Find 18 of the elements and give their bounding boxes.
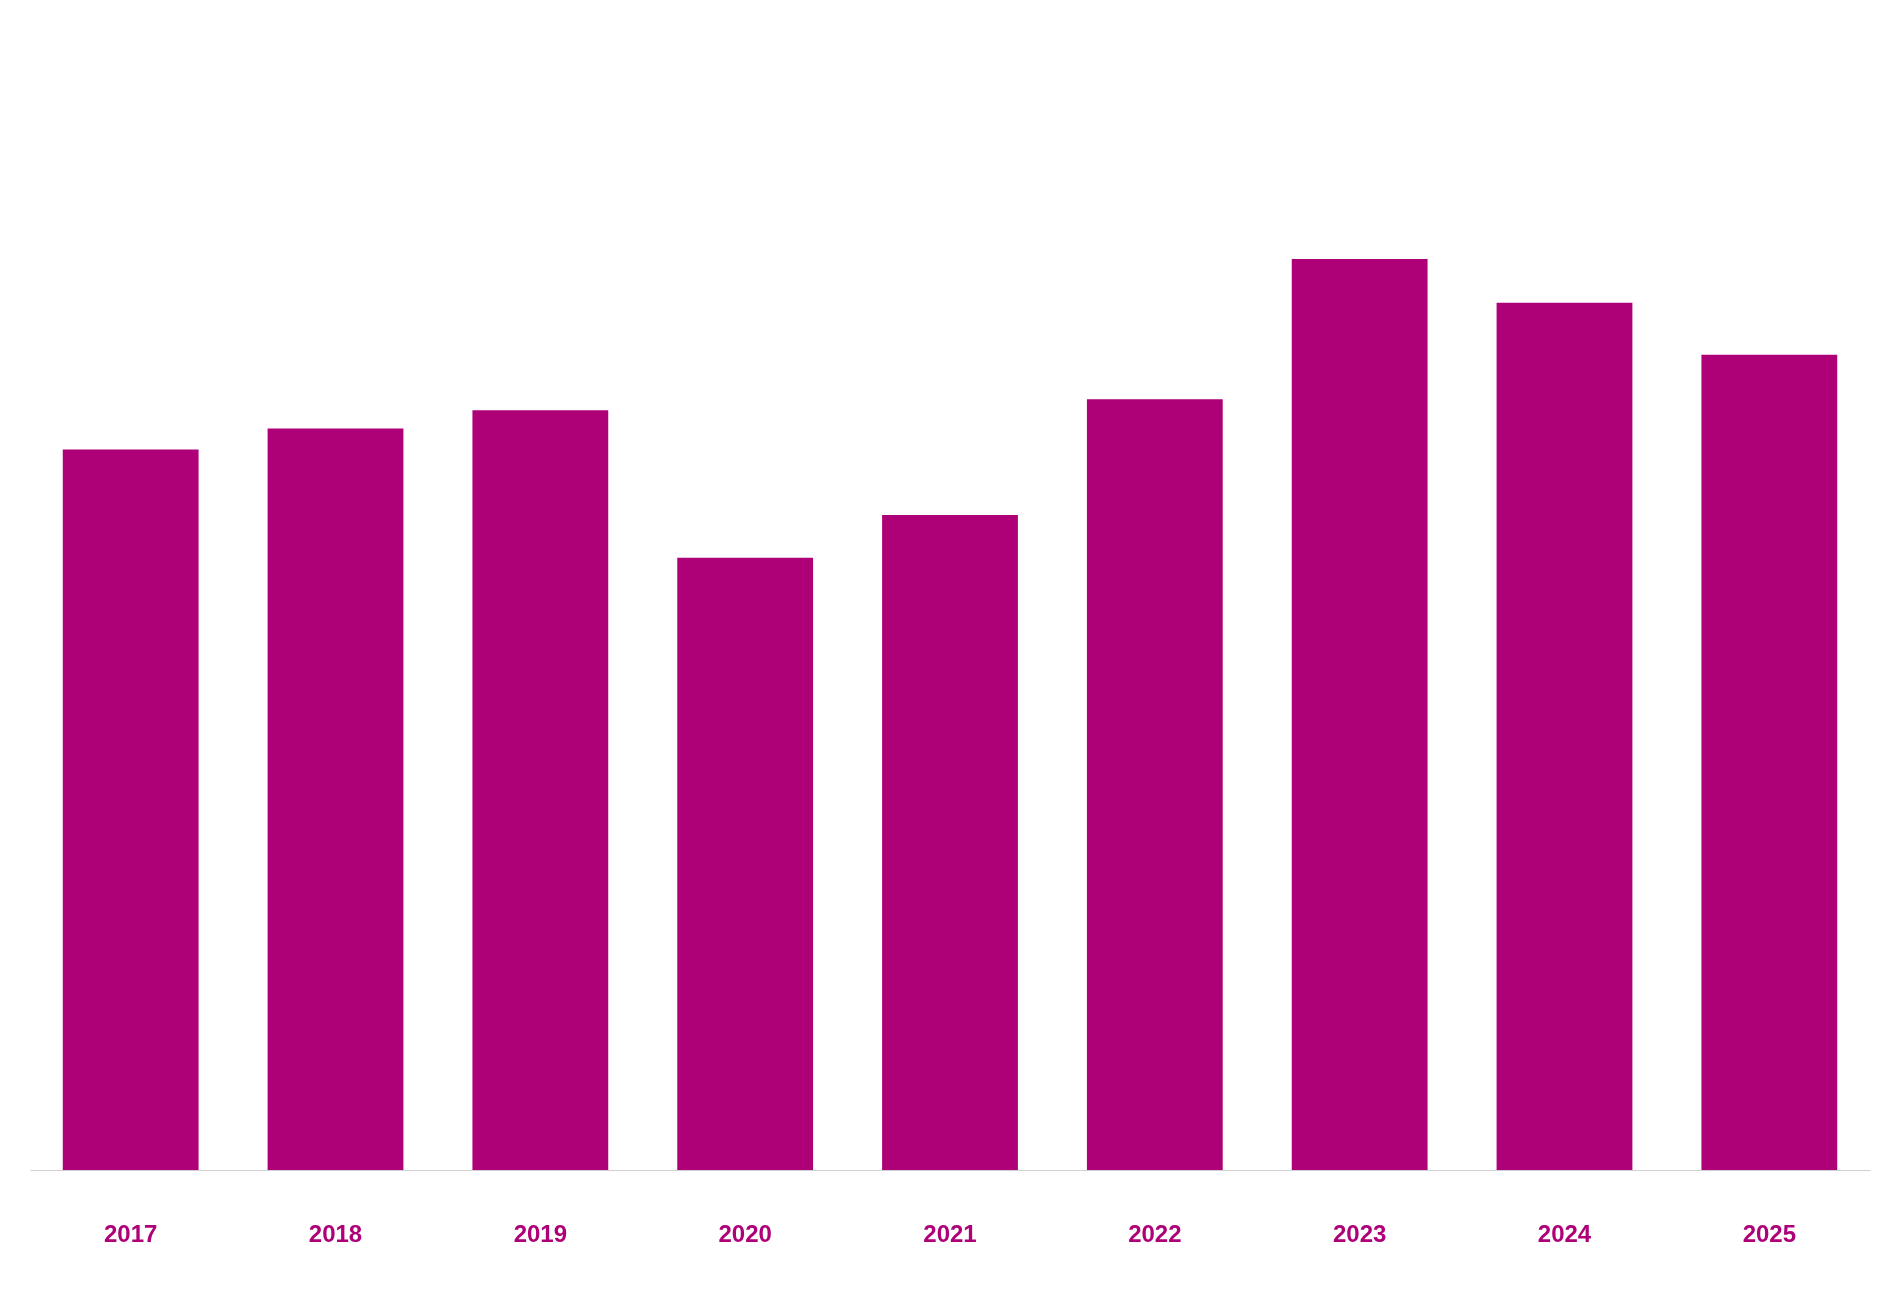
bar (1291, 259, 1428, 1170)
bar (267, 428, 404, 1170)
bar (1701, 354, 1838, 1170)
x-tick-label: 2019 (513, 1219, 568, 1247)
x-tick-label: 2025 (1742, 1219, 1797, 1247)
bar (1086, 399, 1223, 1170)
bar (1496, 302, 1633, 1170)
bar (62, 449, 199, 1170)
x-tick-label: 2021 (923, 1219, 977, 1247)
x-tick-label: 2017 (103, 1219, 158, 1247)
bar (677, 557, 814, 1170)
bar (882, 514, 1018, 1170)
x-tick-label: 2023 (1332, 1219, 1387, 1247)
x-tick-label: 2020 (718, 1219, 772, 1247)
x-tick-label: 2022 (1128, 1219, 1182, 1247)
x-tick-label: 2018 (308, 1219, 363, 1247)
bar (472, 410, 609, 1170)
x-tick-label: 2024 (1537, 1219, 1592, 1247)
